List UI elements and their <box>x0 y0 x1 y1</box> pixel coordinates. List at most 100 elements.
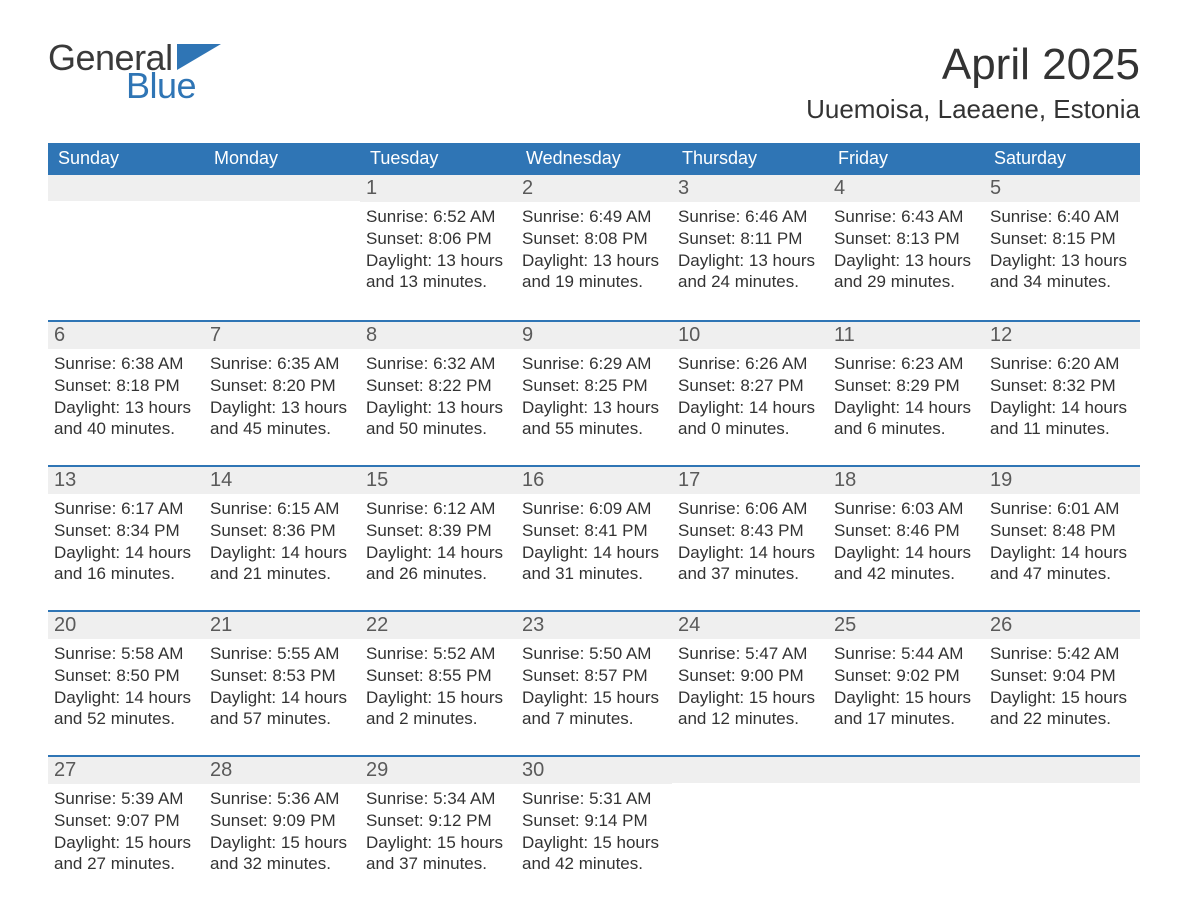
sunset-line: Sunset: 9:12 PM <box>366 810 510 832</box>
daylight-line: Daylight: 13 hours and 24 minutes. <box>678 250 822 294</box>
sunrise-line: Sunrise: 5:39 AM <box>54 788 198 810</box>
daylight-line: Daylight: 15 hours and 12 minutes. <box>678 687 822 731</box>
location-subtitle: Uuemoisa, Laeaene, Estonia <box>806 94 1140 125</box>
day-number: 18 <box>828 467 984 494</box>
day-cell: 23Sunrise: 5:50 AMSunset: 8:57 PMDayligh… <box>516 612 672 755</box>
sunrise-line: Sunrise: 6:29 AM <box>522 353 666 375</box>
daylight-line: Daylight: 14 hours and 57 minutes. <box>210 687 354 731</box>
title-block: April 2025 Uuemoisa, Laeaene, Estonia <box>806 40 1140 137</box>
daylight-line: Daylight: 13 hours and 45 minutes. <box>210 397 354 441</box>
week-row: 1Sunrise: 6:52 AMSunset: 8:06 PMDaylight… <box>48 175 1140 320</box>
daylight-line: Daylight: 15 hours and 7 minutes. <box>522 687 666 731</box>
day-number: 29 <box>360 757 516 784</box>
day-cell <box>984 757 1140 900</box>
sunset-line: Sunset: 8:34 PM <box>54 520 198 542</box>
sunset-line: Sunset: 8:53 PM <box>210 665 354 687</box>
daylight-line: Daylight: 15 hours and 37 minutes. <box>366 832 510 876</box>
day-number: 26 <box>984 612 1140 639</box>
daylight-line: Daylight: 15 hours and 27 minutes. <box>54 832 198 876</box>
sunset-line: Sunset: 9:09 PM <box>210 810 354 832</box>
day-body: Sunrise: 6:20 AMSunset: 8:32 PMDaylight:… <box>984 349 1140 446</box>
day-cell <box>48 175 204 320</box>
header: General Blue April 2025 Uuemoisa, Laeaen… <box>48 40 1140 137</box>
day-number: 27 <box>48 757 204 784</box>
day-body: Sunrise: 5:34 AMSunset: 9:12 PMDaylight:… <box>360 784 516 881</box>
day-cell: 26Sunrise: 5:42 AMSunset: 9:04 PMDayligh… <box>984 612 1140 755</box>
sunrise-line: Sunrise: 6:06 AM <box>678 498 822 520</box>
day-cell: 27Sunrise: 5:39 AMSunset: 9:07 PMDayligh… <box>48 757 204 900</box>
dow-cell: Saturday <box>984 143 1140 175</box>
daylight-line: Daylight: 15 hours and 32 minutes. <box>210 832 354 876</box>
day-body: Sunrise: 5:42 AMSunset: 9:04 PMDaylight:… <box>984 639 1140 736</box>
day-number: 4 <box>828 175 984 202</box>
day-cell: 8Sunrise: 6:32 AMSunset: 8:22 PMDaylight… <box>360 322 516 465</box>
sunrise-line: Sunrise: 5:52 AM <box>366 643 510 665</box>
day-number: 3 <box>672 175 828 202</box>
day-number <box>672 757 828 783</box>
day-body: Sunrise: 5:58 AMSunset: 8:50 PMDaylight:… <box>48 639 204 736</box>
day-cell: 29Sunrise: 5:34 AMSunset: 9:12 PMDayligh… <box>360 757 516 900</box>
day-body: Sunrise: 6:49 AMSunset: 8:08 PMDaylight:… <box>516 202 672 299</box>
day-cell: 15Sunrise: 6:12 AMSunset: 8:39 PMDayligh… <box>360 467 516 610</box>
sunrise-line: Sunrise: 5:42 AM <box>990 643 1134 665</box>
day-number <box>48 175 204 201</box>
day-cell: 11Sunrise: 6:23 AMSunset: 8:29 PMDayligh… <box>828 322 984 465</box>
day-number: 19 <box>984 467 1140 494</box>
day-cell: 25Sunrise: 5:44 AMSunset: 9:02 PMDayligh… <box>828 612 984 755</box>
sunset-line: Sunset: 8:29 PM <box>834 375 978 397</box>
day-cell: 17Sunrise: 6:06 AMSunset: 8:43 PMDayligh… <box>672 467 828 610</box>
sunset-line: Sunset: 8:50 PM <box>54 665 198 687</box>
month-title: April 2025 <box>806 40 1140 90</box>
sunset-line: Sunset: 8:27 PM <box>678 375 822 397</box>
sunset-line: Sunset: 8:20 PM <box>210 375 354 397</box>
dow-cell: Friday <box>828 143 984 175</box>
sunset-line: Sunset: 9:14 PM <box>522 810 666 832</box>
sunset-line: Sunset: 9:07 PM <box>54 810 198 832</box>
day-cell: 16Sunrise: 6:09 AMSunset: 8:41 PMDayligh… <box>516 467 672 610</box>
day-cell: 5Sunrise: 6:40 AMSunset: 8:15 PMDaylight… <box>984 175 1140 320</box>
dow-cell: Tuesday <box>360 143 516 175</box>
day-body: Sunrise: 6:35 AMSunset: 8:20 PMDaylight:… <box>204 349 360 446</box>
daylight-line: Daylight: 14 hours and 37 minutes. <box>678 542 822 586</box>
daylight-line: Daylight: 13 hours and 13 minutes. <box>366 250 510 294</box>
day-cell: 1Sunrise: 6:52 AMSunset: 8:06 PMDaylight… <box>360 175 516 320</box>
sunrise-line: Sunrise: 6:09 AM <box>522 498 666 520</box>
day-number: 15 <box>360 467 516 494</box>
day-cell: 10Sunrise: 6:26 AMSunset: 8:27 PMDayligh… <box>672 322 828 465</box>
sunrise-line: Sunrise: 5:50 AM <box>522 643 666 665</box>
sunset-line: Sunset: 8:18 PM <box>54 375 198 397</box>
day-number <box>828 757 984 783</box>
day-number: 14 <box>204 467 360 494</box>
day-number: 17 <box>672 467 828 494</box>
sunrise-line: Sunrise: 6:15 AM <box>210 498 354 520</box>
daylight-line: Daylight: 15 hours and 42 minutes. <box>522 832 666 876</box>
day-cell: 28Sunrise: 5:36 AMSunset: 9:09 PMDayligh… <box>204 757 360 900</box>
daylight-line: Daylight: 13 hours and 29 minutes. <box>834 250 978 294</box>
sunset-line: Sunset: 8:22 PM <box>366 375 510 397</box>
day-number: 16 <box>516 467 672 494</box>
day-cell: 18Sunrise: 6:03 AMSunset: 8:46 PMDayligh… <box>828 467 984 610</box>
daylight-line: Daylight: 14 hours and 52 minutes. <box>54 687 198 731</box>
sunrise-line: Sunrise: 6:40 AM <box>990 206 1134 228</box>
day-cell <box>672 757 828 900</box>
sunset-line: Sunset: 8:39 PM <box>366 520 510 542</box>
day-body: Sunrise: 6:26 AMSunset: 8:27 PMDaylight:… <box>672 349 828 446</box>
day-body: Sunrise: 5:50 AMSunset: 8:57 PMDaylight:… <box>516 639 672 736</box>
sunrise-line: Sunrise: 5:36 AM <box>210 788 354 810</box>
day-cell: 9Sunrise: 6:29 AMSunset: 8:25 PMDaylight… <box>516 322 672 465</box>
day-number: 9 <box>516 322 672 349</box>
day-number <box>204 175 360 201</box>
day-body: Sunrise: 5:39 AMSunset: 9:07 PMDaylight:… <box>48 784 204 881</box>
sunset-line: Sunset: 8:55 PM <box>366 665 510 687</box>
sunset-line: Sunset: 8:06 PM <box>366 228 510 250</box>
sunrise-line: Sunrise: 6:52 AM <box>366 206 510 228</box>
sunset-line: Sunset: 8:11 PM <box>678 228 822 250</box>
sunset-line: Sunset: 8:48 PM <box>990 520 1134 542</box>
day-cell: 24Sunrise: 5:47 AMSunset: 9:00 PMDayligh… <box>672 612 828 755</box>
day-number: 11 <box>828 322 984 349</box>
day-body: Sunrise: 6:01 AMSunset: 8:48 PMDaylight:… <box>984 494 1140 591</box>
day-number: 20 <box>48 612 204 639</box>
day-body: Sunrise: 6:46 AMSunset: 8:11 PMDaylight:… <box>672 202 828 299</box>
day-number: 25 <box>828 612 984 639</box>
sunrise-line: Sunrise: 6:26 AM <box>678 353 822 375</box>
